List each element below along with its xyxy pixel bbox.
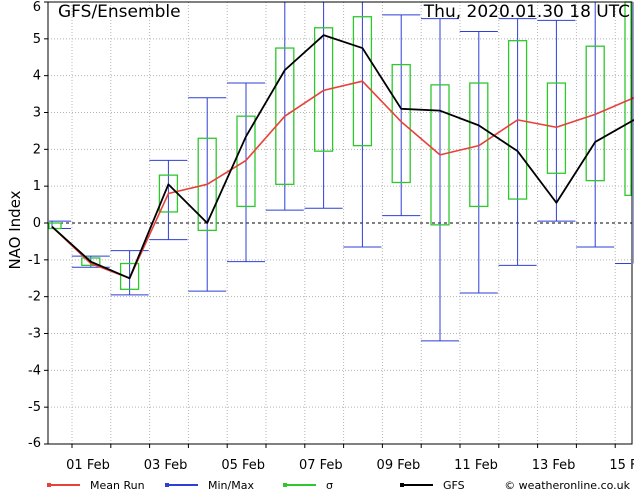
sigma-box <box>352 16 373 147</box>
gfs-line <box>51 34 634 280</box>
legend-label-mean: Mean Run <box>90 479 145 490</box>
x-tick-label: 03 Feb <box>144 458 188 473</box>
y-tick-label: 1 <box>33 179 41 194</box>
legend-item-sigma: σ <box>283 479 333 490</box>
x-tick-label: 05 Feb <box>221 458 265 473</box>
y-tick-label: -6 <box>28 436 41 451</box>
y-tick-label: -1 <box>28 253 41 268</box>
legend: Mean Run Min/Max σ GFS <box>47 479 465 490</box>
y-tick-label: 4 <box>33 69 41 84</box>
legend-item-gfs: GFS <box>400 479 465 490</box>
y-tick-label: -5 <box>28 400 41 415</box>
x-tick-label: 13 Feb <box>532 458 576 473</box>
sigma-box <box>48 222 62 230</box>
legend-label-gfs: GFS <box>443 479 465 490</box>
minmax-whiskers <box>49 2 634 342</box>
legend-label-minmax: Min/Max <box>208 479 254 490</box>
sigma-box <box>430 84 450 226</box>
sigma-boxes <box>48 1 632 290</box>
y-tick-label: 6 <box>33 0 41 15</box>
y-tick-label: -4 <box>28 363 41 378</box>
sigma-box <box>275 47 295 185</box>
legend-marker-mean <box>47 483 51 487</box>
legend-marker-gfs <box>400 483 404 487</box>
run-time-label: Thu, 2020.01.30 18 UTC <box>423 2 630 22</box>
y-tick-label: 3 <box>33 106 41 121</box>
x-tick-labels: 01 Feb 03 Feb 05 Feb 07 Feb 09 Feb 11 Feb 13 F… <box>66 458 634 473</box>
x-tick-label: 01 Feb <box>66 458 110 473</box>
sigma-box <box>469 82 489 208</box>
sigma-box <box>391 63 411 184</box>
mean-run-line <box>51 80 634 280</box>
sigma-box <box>585 45 605 182</box>
x-tick-label: 15 Feb <box>609 458 634 473</box>
chart-title: GFS/Ensemble <box>58 2 181 22</box>
x-tick-label: 11 Feb <box>454 458 498 473</box>
sigma-box <box>546 82 567 174</box>
legend-item-minmax: Min/Max <box>165 479 254 490</box>
sigma-box <box>236 115 256 208</box>
sigma-box <box>313 27 334 152</box>
legend-marker-minmax <box>165 483 169 487</box>
y-tick-label: 5 <box>33 32 41 47</box>
y-tick-labels: 6 5 4 3 2 1 0 -1 -2 -3 -4 -5 -6 <box>28 0 41 451</box>
y-axis-label: NAO Index <box>6 190 24 269</box>
legend-item-mean: Mean Run <box>47 479 145 490</box>
sigma-box <box>507 40 528 200</box>
credit-text: © weatheronline.co.uk <box>504 479 630 490</box>
y-tick-label: 2 <box>33 142 41 157</box>
sigma-box <box>119 262 140 290</box>
legend-marker-sigma <box>283 483 287 487</box>
y-tick-label: -3 <box>28 327 41 342</box>
sigma-box <box>197 137 217 232</box>
x-tick-label: 09 Feb <box>377 458 421 473</box>
y-tick-label: 0 <box>33 216 41 231</box>
series-lines <box>51 34 634 280</box>
x-tick-label: 07 Feb <box>299 458 343 473</box>
y-tick-label: -2 <box>28 290 41 305</box>
plot-frame <box>47 1 633 445</box>
sigma-box <box>81 257 101 267</box>
legend-label-sigma: σ <box>326 479 333 490</box>
gridlines <box>44 1 632 448</box>
